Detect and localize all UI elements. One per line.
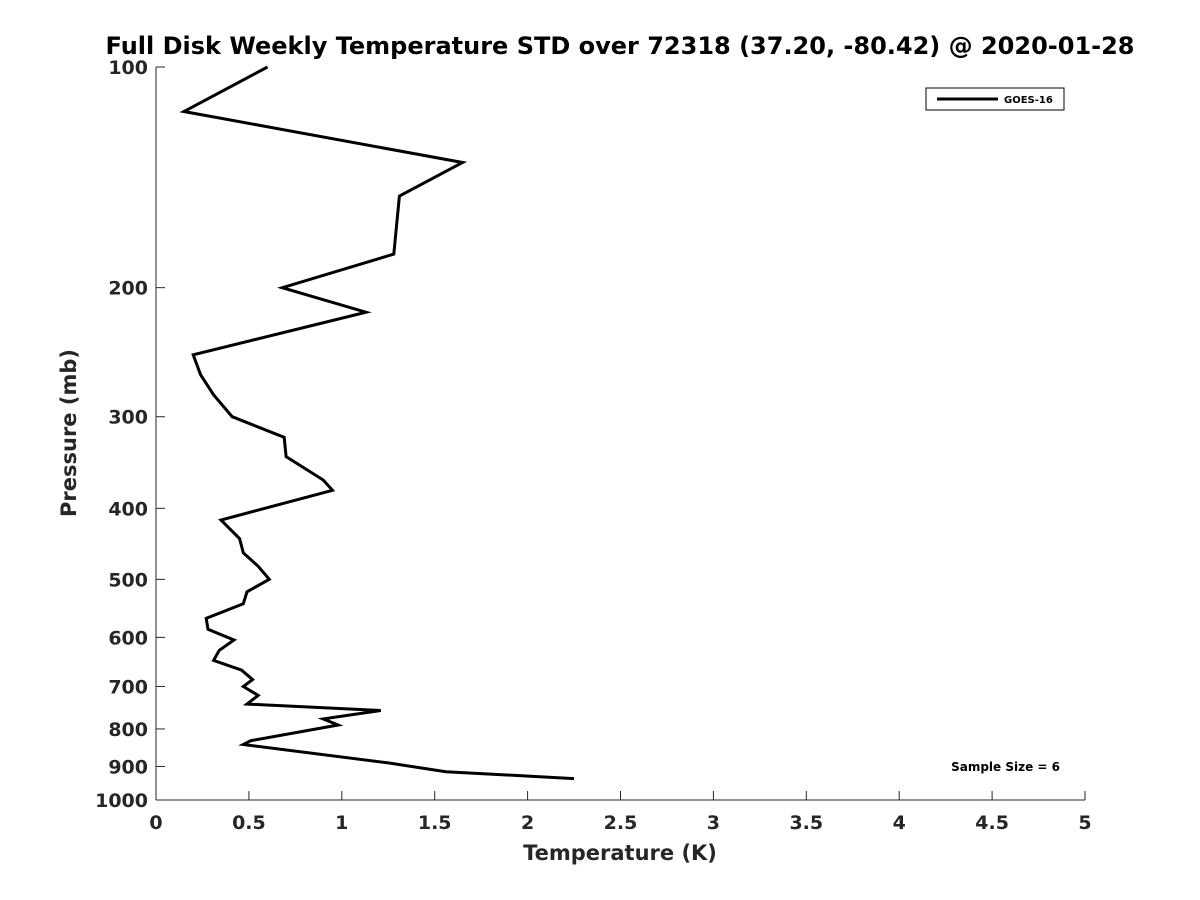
x-tick-label: 1.5 <box>418 812 452 834</box>
y-tick-label: 600 <box>108 627 148 649</box>
x-axis-label: Temperature (K) <box>523 841 717 865</box>
y-tick-label: 700 <box>108 676 148 698</box>
x-tick-label: 2 <box>521 812 534 834</box>
y-tick-label: 900 <box>108 756 148 778</box>
legend-label-goes-16: GOES-16 <box>1004 95 1053 106</box>
y-axis-ticks: 100 200 300 400 500 600 700 800 900 1000 <box>95 57 165 812</box>
sample-size-annotation: Sample Size = 6 <box>951 760 1060 774</box>
y-tick-label: 500 <box>108 569 148 591</box>
x-tick-label: 3.5 <box>789 812 823 834</box>
y-tick-label: 800 <box>108 719 148 741</box>
y-tick-label: 1000 <box>95 790 148 812</box>
y-tick-label: 200 <box>108 278 148 300</box>
legend: GOES-16 <box>925 87 1065 111</box>
x-tick-label: 4.5 <box>975 812 1009 834</box>
y-tick-label: 100 <box>108 57 148 79</box>
y-tick-label: 300 <box>108 407 148 429</box>
x-axis-ticks: 0 0.5 1 1.5 2 2.5 3 3.5 4 4.5 5 <box>149 791 1092 834</box>
series-line-goes-16 <box>179 65 575 781</box>
x-tick-label: 0.5 <box>232 812 266 834</box>
x-tick-label: 3 <box>707 812 720 834</box>
chart-title: Full Disk Weekly Temperature STD over 72… <box>106 32 1135 60</box>
x-tick-label: 4 <box>893 812 906 834</box>
axes <box>155 67 1085 801</box>
y-axis-label: Pressure (mb) <box>57 349 81 517</box>
series-layer <box>179 65 575 781</box>
x-tick-label: 5 <box>1078 812 1091 834</box>
x-tick-label: 0 <box>149 812 162 834</box>
y-tick-label: 400 <box>108 498 148 520</box>
x-tick-label: 2.5 <box>604 812 638 834</box>
x-tick-label: 1 <box>335 812 348 834</box>
